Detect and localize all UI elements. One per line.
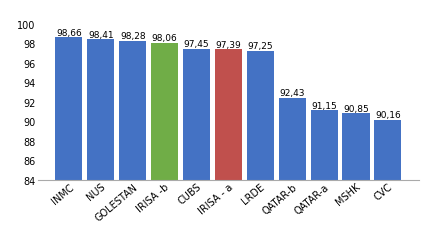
Text: 97,45: 97,45 [184,40,209,49]
Text: 97,25: 97,25 [247,42,273,51]
Text: 98,41: 98,41 [88,31,114,40]
Bar [279,98,306,250]
Text: 97,39: 97,39 [216,41,241,50]
Bar [310,111,338,250]
Bar [87,40,114,250]
Bar [247,52,274,250]
Bar [183,50,210,250]
Text: 98,28: 98,28 [120,32,146,41]
Text: 91,15: 91,15 [311,101,337,110]
Bar [343,114,370,250]
Text: 98,06: 98,06 [152,34,178,43]
Bar [55,38,82,250]
Text: 98,66: 98,66 [56,28,82,37]
Bar [119,42,146,250]
Bar [151,44,178,250]
Text: 92,43: 92,43 [280,89,305,98]
Text: 90,16: 90,16 [375,111,401,120]
Text: 90,85: 90,85 [343,104,369,113]
Bar [374,120,401,250]
Bar [215,50,242,250]
